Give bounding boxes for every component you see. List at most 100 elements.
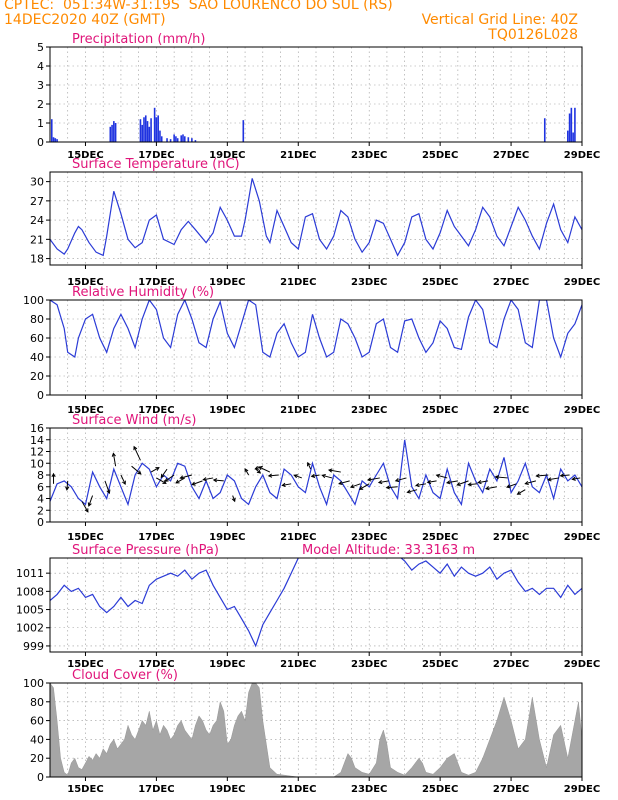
wind-arrow-shaft (203, 477, 214, 481)
y-tick-label: 12 (30, 446, 44, 459)
wind-arrow-head (293, 474, 298, 479)
precip-bar (242, 120, 245, 142)
x-tick-label: 23DEC (351, 405, 387, 416)
wind-arrow-head (358, 486, 364, 490)
wind-arrow-shaft (478, 480, 489, 484)
precip-bar (180, 135, 183, 142)
x-tick-label: 21DEC (280, 659, 316, 670)
wind-arrow-shaft (81, 501, 89, 513)
precip-bar (52, 137, 55, 142)
x-tick-label: 15DEC (67, 150, 103, 161)
wind-arrow-shaft (112, 453, 117, 467)
wind-arrow-shaft (180, 474, 192, 479)
wind-arrow-shaft (120, 474, 126, 485)
precip-bar (176, 138, 179, 142)
x-tick-label: 19DEC (209, 405, 245, 416)
panel-2: 0 20 40 60 80 100 15DEC 17DEC 19DEC 21DEC 23DEC 25D… (23, 285, 600, 416)
wind-arrow-shaft (294, 474, 302, 479)
wind-arrow-shaft (88, 495, 94, 507)
series-group (50, 107, 576, 142)
wind-arrow-shaft (322, 474, 333, 479)
wind-arrow-head (155, 467, 160, 471)
y-tick-label: 27 (30, 195, 44, 208)
precip-bar (160, 136, 163, 142)
wind-arrow (258, 466, 271, 473)
wind-arrow-shaft (282, 483, 292, 486)
wind-arrow (150, 467, 160, 473)
y-tick-label: 0 (37, 516, 44, 529)
wind-arrow (104, 480, 111, 495)
wind-arrow (426, 479, 437, 485)
wind-arrow (65, 480, 70, 491)
wind-arrow (267, 473, 279, 478)
wind-arrow-head (267, 473, 273, 478)
x-tick-label: 27DEC (493, 405, 529, 416)
wind-arrow (307, 461, 312, 470)
series-line (50, 558, 582, 648)
wind-arrow (191, 480, 203, 486)
wind-arrow (255, 468, 262, 474)
wind-arrow-head (137, 470, 142, 475)
y-tick-label: 0 (37, 136, 44, 149)
wind-arrow (385, 485, 398, 490)
wind-arrow-shaft (416, 483, 427, 486)
wind-arrow-head (506, 484, 511, 489)
cloud-area (50, 683, 582, 777)
wind-arrow-head (122, 480, 126, 486)
precip-bar (182, 134, 184, 142)
wind-arrow-head (321, 474, 326, 479)
wind-arrow (244, 467, 250, 476)
wind-arrow-head (106, 489, 111, 495)
x-tick-label: 23DEC (351, 277, 387, 288)
y-tick-label: 21 (30, 233, 44, 246)
x-tick-label: 17DEC (138, 532, 174, 543)
wind-arrow-head (310, 473, 316, 478)
wind-arrow-shaft (468, 483, 478, 486)
wind-arrow-head (349, 484, 355, 489)
precip-bar (155, 117, 158, 142)
y-tick-label: 1 (37, 117, 44, 130)
wind-arrow-head (477, 480, 482, 485)
wind-arrow-head (535, 473, 540, 478)
precip-bar (157, 115, 159, 142)
wind-arrow-shaft (367, 477, 380, 481)
x-tick-label: 21DEC (280, 150, 316, 161)
y-tick-label: 40 (30, 733, 44, 746)
wind-arrow-head (406, 489, 411, 494)
y-tick-label: 100 (23, 677, 44, 690)
y-tick-label: 80 (30, 313, 44, 326)
x-tick-label: 21DEC (280, 532, 316, 543)
wind-arrow-head (191, 481, 196, 486)
wind-arrow (445, 480, 458, 485)
x-tick-label: 25DEC (422, 277, 458, 288)
x-tick-label: 15DEC (67, 784, 103, 795)
precip-bar (574, 107, 576, 142)
y-tick-label: 6 (37, 481, 44, 494)
y-tick-label: 4 (37, 60, 44, 73)
wind-arrow (164, 474, 175, 482)
y-tick-label: 1002 (16, 622, 44, 635)
panel-title: Relative Humidity (%) (72, 285, 214, 300)
panel-frame (49, 171, 583, 266)
x-tick-label: 15DEC (67, 277, 103, 288)
y-tick-label: 2 (37, 98, 44, 111)
precip-bar (568, 113, 571, 142)
x-tick-label: 25DEC (422, 532, 458, 543)
wind-arrow (406, 489, 418, 494)
x-tick-label: 21DEC (280, 277, 316, 288)
wind-arrow-head (51, 472, 56, 478)
wind-arrow (212, 478, 224, 483)
precip-bar (150, 118, 152, 142)
wind-arrow (394, 477, 407, 483)
y-tick-label: 0 (37, 771, 44, 784)
precip-bar (139, 119, 142, 142)
wind-arrow (131, 465, 142, 475)
wind-arrows (51, 445, 581, 513)
x-tick-label: 27DEC (493, 150, 529, 161)
wind-arrow-head (456, 482, 461, 486)
wind-arrow-shaft (548, 477, 560, 481)
wind-arrow (87, 495, 94, 507)
wind-arrow-head (494, 475, 500, 480)
wind-arrow (202, 477, 214, 482)
